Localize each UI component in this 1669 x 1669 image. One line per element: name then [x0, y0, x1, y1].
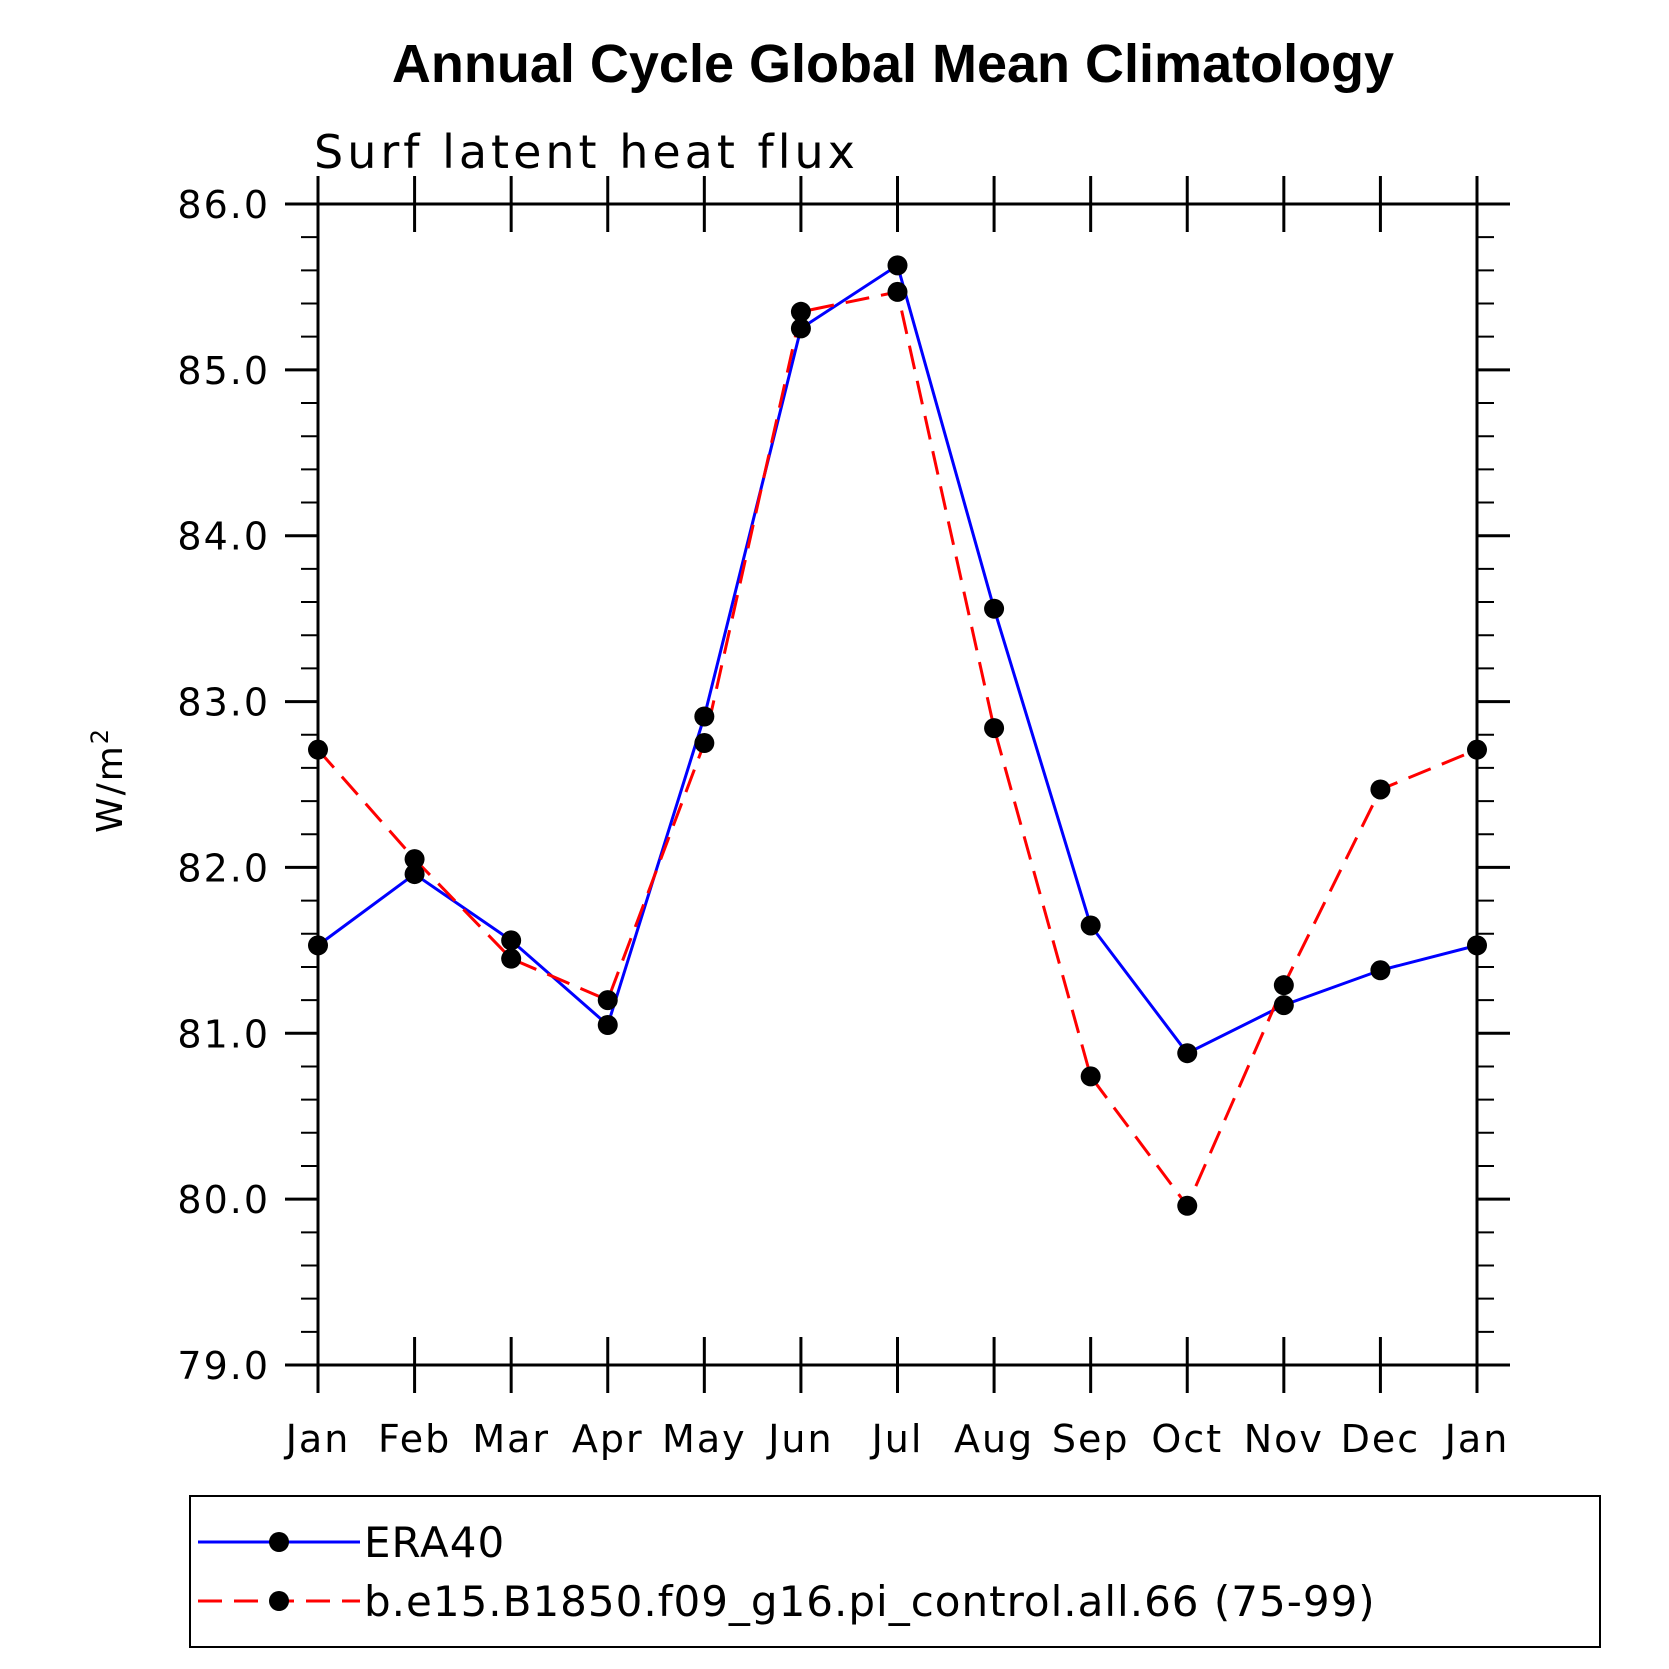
series-2-point	[308, 739, 328, 760]
x-tick-label: Jul	[870, 1417, 924, 1461]
x-tick-label: Jan	[284, 1417, 351, 1461]
legend-label-2: b.e15.B1850.f09_g16.pi_control.all.66 (7…	[364, 1577, 1376, 1626]
x-tick-label: Jan	[1443, 1417, 1510, 1461]
x-tick-label: Dec	[1341, 1417, 1421, 1461]
chart-title: Annual Cycle Global Mean Climatology	[392, 34, 1394, 94]
y-axis-label: W/m2	[86, 727, 131, 833]
x-tick-label: Sep	[1052, 1417, 1130, 1461]
series-layer	[308, 255, 1487, 1216]
series-1-point	[1467, 935, 1487, 956]
series-2-point	[597, 990, 618, 1011]
series-1-point	[597, 1014, 618, 1035]
x-tick-label: Feb	[378, 1417, 451, 1461]
plot-frame	[316, 202, 1479, 1367]
legend: ERA40 b.e15.B1850.f09_g16.pi_control.all.…	[189, 1495, 1601, 1648]
x-tick-label: Mar	[472, 1417, 550, 1461]
series-1-point	[1370, 960, 1391, 981]
x-tick-label: Oct	[1151, 1417, 1223, 1461]
y-tick-label: 80.0	[177, 1178, 270, 1222]
x-tick-label: Apr	[572, 1417, 644, 1461]
series-2-point	[1273, 975, 1294, 996]
series-1-point	[404, 864, 425, 885]
series-line-1	[317, 262, 1478, 1056]
series-2-point	[887, 281, 908, 302]
y-axis-label-superscript: 2	[86, 727, 114, 744]
y-tick-label: 85.0	[177, 349, 270, 393]
series-1-point	[1080, 915, 1101, 936]
chart-subtitle: Surf latent heat flux	[314, 125, 859, 179]
y-tick-label: 86.0	[177, 183, 270, 227]
y-tick-label: 82.0	[177, 846, 270, 890]
legend-box	[189, 1495, 1601, 1648]
series-2-point	[790, 301, 811, 322]
series-2-point	[1467, 739, 1487, 760]
series-2-point	[984, 718, 1005, 739]
x-tick-label: Jun	[766, 1417, 833, 1461]
series-1-point	[1177, 1043, 1198, 1064]
series-2-point	[1370, 779, 1391, 800]
series-2-point	[1177, 1195, 1198, 1216]
series-1-point	[887, 255, 908, 276]
series-1-point	[984, 598, 1005, 619]
series-2-point	[404, 849, 425, 870]
y-tick-label: 83.0	[177, 681, 270, 725]
x-tick-label: Nov	[1244, 1417, 1324, 1461]
series-line-2	[316, 290, 1478, 1209]
series-2-point	[1080, 1066, 1101, 1087]
series-1-point	[790, 318, 811, 339]
series-1-point	[501, 930, 522, 951]
x-tick-label: Aug	[954, 1417, 1034, 1461]
plot-axes: 79.0 80.0 81.0 82.0 83.0 84.0 85.0 86.0 Jan Feb Ma…	[177, 176, 1510, 1461]
legend-label-1: ERA40	[364, 1518, 505, 1567]
series-2-point	[694, 733, 715, 754]
series-1-point	[694, 706, 715, 727]
series-1-point	[308, 935, 328, 956]
series-1-point	[1273, 995, 1294, 1016]
y-axis-label-main: W/m	[90, 744, 131, 833]
y-tick-label: 84.0	[177, 515, 270, 559]
x-tick-label: May	[662, 1417, 747, 1461]
y-tick-label: 81.0	[177, 1012, 270, 1056]
y-tick-label: 79.0	[177, 1344, 270, 1388]
legend-marker-1	[269, 1532, 289, 1552]
series-2-point	[501, 948, 522, 969]
legend-marker-2	[269, 1591, 289, 1611]
